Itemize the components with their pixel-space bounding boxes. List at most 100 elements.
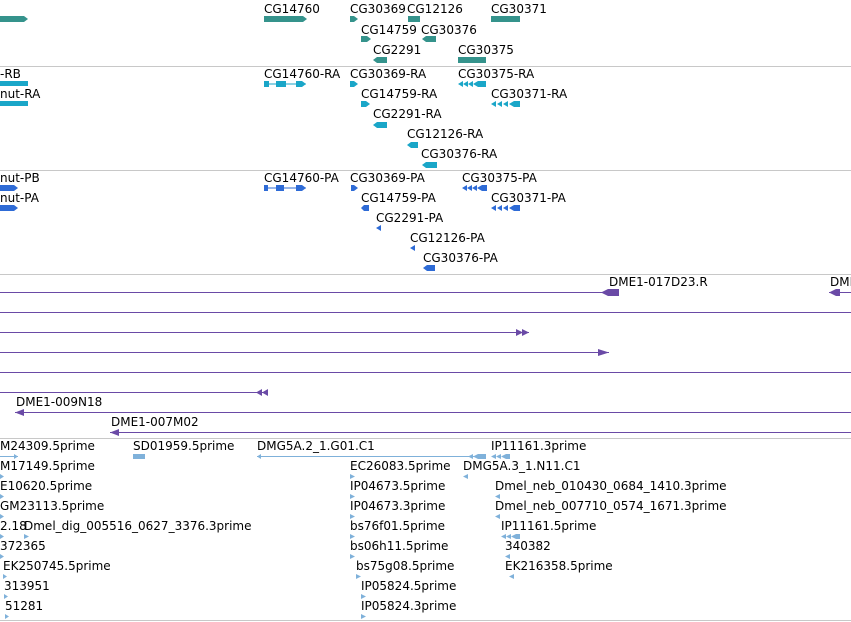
est-feature[interactable] bbox=[361, 594, 366, 599]
transcript-label[interactable]: CG30369-RA bbox=[350, 67, 427, 81]
gene-label[interactable]: CG30376 bbox=[421, 23, 477, 37]
est-label[interactable]: Dmel_neb_010430_0684_1410.3prime bbox=[495, 479, 727, 493]
protein-label[interactable]: CG2291-PA bbox=[376, 211, 444, 225]
bac-label[interactable]: DME1-017D23.R bbox=[609, 275, 708, 289]
est-feature[interactable] bbox=[495, 514, 500, 519]
est-label[interactable]: 372365 bbox=[0, 539, 46, 553]
protein-feature[interactable] bbox=[351, 185, 358, 191]
transcript-feature[interactable] bbox=[350, 81, 358, 87]
est-label[interactable]: bs76f01.5prime bbox=[350, 519, 446, 533]
transcript-feature[interactable] bbox=[373, 122, 387, 128]
est-label[interactable]: bs06h11.5prime bbox=[350, 539, 449, 553]
protein-feature[interactable] bbox=[410, 245, 415, 251]
gene-label[interactable]: CG14759 bbox=[361, 23, 417, 37]
est-label[interactable]: EC26083.5prime bbox=[350, 459, 451, 473]
est-feature[interactable] bbox=[350, 554, 355, 559]
est-feature[interactable] bbox=[350, 494, 355, 499]
transcript-label[interactable]: CG12126-RA bbox=[407, 127, 484, 141]
est-feature[interactable] bbox=[4, 594, 8, 599]
est-feature[interactable] bbox=[356, 574, 361, 579]
est-label[interactable]: Dmel_neb_007710_0574_1671.3prime bbox=[495, 499, 727, 513]
est-label[interactable]: bs75g08.5prime bbox=[356, 559, 455, 573]
protein-label[interactable]: CG14759-PA bbox=[361, 191, 436, 205]
protein-label[interactable]: CG12126-PA bbox=[410, 231, 485, 245]
gene-label[interactable]: CG2291 bbox=[373, 43, 422, 57]
transcript-feature[interactable] bbox=[458, 81, 486, 87]
est-feature[interactable] bbox=[501, 534, 520, 539]
est-label[interactable]: E10620.5prime bbox=[0, 479, 93, 493]
transcript-label[interactable]: CG30375-RA bbox=[458, 67, 535, 81]
bac-feature[interactable] bbox=[0, 289, 619, 296]
gene-feature[interactable] bbox=[361, 36, 371, 42]
est-label[interactable]: GM23113.5prime bbox=[0, 499, 105, 513]
gene-label[interactable]: CG30371 bbox=[491, 2, 547, 16]
protein-label[interactable]: nut-PA bbox=[0, 191, 39, 205]
est-label[interactable]: Dmel_dig_005516_0627_3376.3prime bbox=[24, 519, 252, 533]
gene-feature[interactable] bbox=[350, 16, 358, 22]
gene-label[interactable]: CG12126 bbox=[407, 2, 463, 16]
bac-label[interactable]: DME1-009N18 bbox=[16, 395, 103, 409]
protein-feature[interactable] bbox=[361, 205, 369, 211]
est-feature[interactable] bbox=[361, 614, 366, 619]
transcript-feature[interactable] bbox=[361, 101, 370, 107]
transcript-feature[interactable] bbox=[0, 101, 28, 106]
est-feature[interactable] bbox=[350, 514, 355, 519]
est-feature[interactable] bbox=[3, 574, 7, 579]
protein-feature[interactable] bbox=[264, 185, 306, 191]
est-label[interactable]: IP11161.5prime bbox=[501, 519, 597, 533]
est-label[interactable]: EK250745.5prime bbox=[3, 559, 111, 573]
est-feature[interactable] bbox=[0, 554, 4, 559]
est-label[interactable]: M17149.5prime bbox=[0, 459, 95, 473]
est-feature[interactable] bbox=[24, 534, 29, 539]
gene-label[interactable]: CG14760 bbox=[264, 2, 320, 16]
est-feature[interactable] bbox=[0, 474, 4, 479]
est-label[interactable]: IP04673.5prime bbox=[350, 479, 446, 493]
gene-feature[interactable] bbox=[491, 16, 520, 22]
gene-label[interactable]: CG30369 bbox=[350, 2, 406, 16]
bac-feature[interactable] bbox=[0, 329, 529, 336]
transcript-feature[interactable] bbox=[407, 142, 418, 148]
transcript-label[interactable]: CG2291-RA bbox=[373, 107, 442, 121]
transcript-label[interactable]: CG14759-RA bbox=[361, 87, 438, 101]
transcript-label[interactable]: CG30371-RA bbox=[491, 87, 568, 101]
protein-label[interactable]: CG30371-PA bbox=[491, 191, 566, 205]
protein-label[interactable]: CG30375-PA bbox=[462, 171, 537, 185]
transcript-label[interactable]: CG14760-RA bbox=[264, 67, 341, 81]
est-feature[interactable] bbox=[0, 534, 4, 539]
transcript-feature[interactable] bbox=[491, 101, 520, 107]
est-feature[interactable] bbox=[505, 554, 510, 559]
protein-feature[interactable] bbox=[462, 185, 487, 191]
protein-feature[interactable] bbox=[0, 185, 18, 191]
transcript-label[interactable]: CG30376-RA bbox=[421, 147, 498, 161]
gene-feature[interactable] bbox=[373, 57, 387, 63]
protein-label[interactable]: CG30369-PA bbox=[350, 171, 425, 185]
est-feature[interactable] bbox=[350, 474, 355, 479]
gene-feature[interactable] bbox=[458, 57, 486, 63]
est-label[interactable]: 51281 bbox=[5, 599, 44, 613]
bac-feature[interactable] bbox=[15, 409, 851, 416]
protein-label[interactable]: CG30376-PA bbox=[423, 251, 498, 265]
est-feature[interactable] bbox=[0, 514, 4, 519]
gene-label[interactable]: CG30375 bbox=[458, 43, 514, 57]
transcript-feature[interactable] bbox=[0, 81, 28, 86]
est-feature[interactable] bbox=[0, 454, 18, 459]
est-label[interactable]: IP11161.3prime bbox=[491, 439, 587, 453]
bac-feature[interactable] bbox=[829, 289, 851, 296]
est-label[interactable]: IP05824.3prime bbox=[361, 599, 457, 613]
transcript-feature[interactable] bbox=[264, 81, 306, 87]
protein-feature[interactable] bbox=[491, 205, 520, 211]
est-label[interactable]: DMG5A.2_1.G01.C1 bbox=[257, 439, 375, 453]
gene-feature[interactable] bbox=[0, 16, 28, 22]
est-feature[interactable] bbox=[350, 534, 355, 539]
est-feature[interactable] bbox=[509, 574, 514, 579]
bac-feature[interactable] bbox=[110, 429, 851, 436]
bac-label[interactable]: DMI bbox=[830, 275, 851, 289]
est-feature[interactable] bbox=[463, 474, 468, 479]
gene-feature[interactable] bbox=[422, 36, 436, 42]
protein-label[interactable]: CG14760-PA bbox=[264, 171, 339, 185]
protein-feature[interactable] bbox=[423, 265, 435, 271]
est-label[interactable]: M24309.5prime bbox=[0, 439, 95, 453]
bac-label[interactable]: DME1-007M02 bbox=[111, 415, 199, 429]
est-label[interactable]: IP04673.3prime bbox=[350, 499, 446, 513]
est-label[interactable]: IP05824.5prime bbox=[361, 579, 457, 593]
